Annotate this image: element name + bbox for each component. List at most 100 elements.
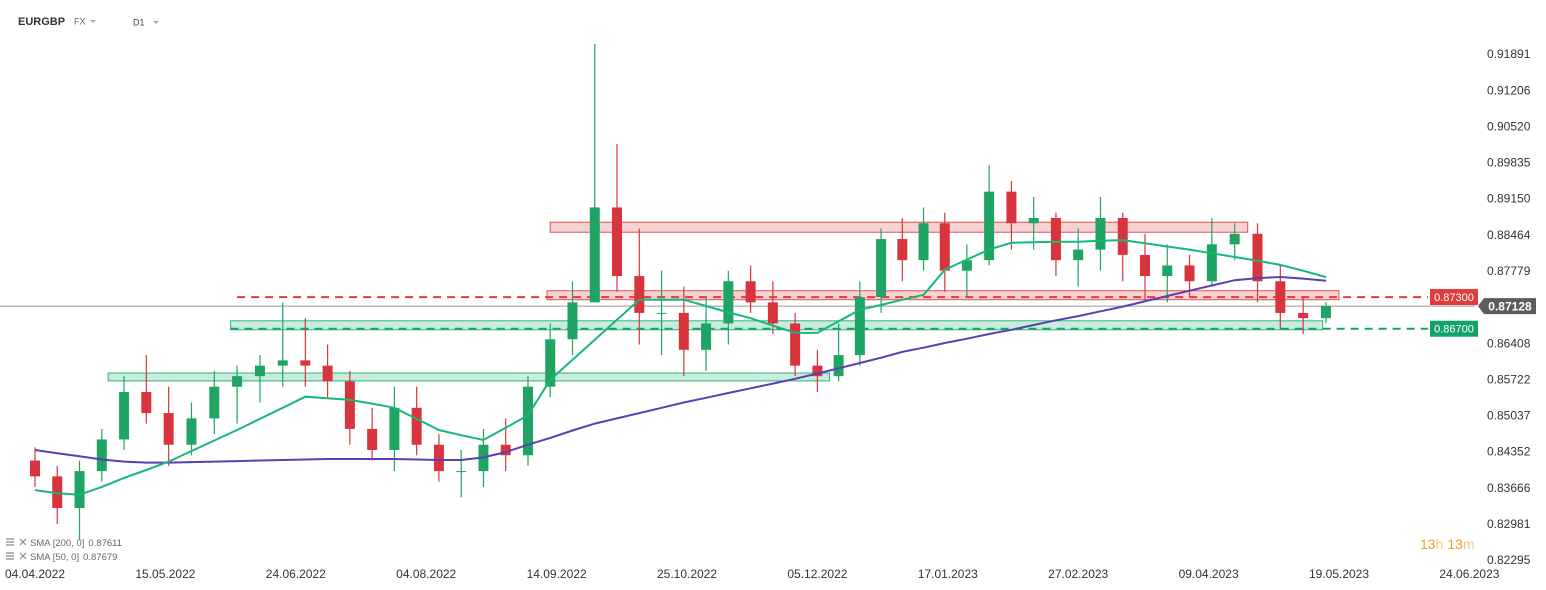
x-tick-label: 19.05.2023 bbox=[1309, 567, 1369, 581]
market[interactable]: FX bbox=[74, 16, 86, 26]
candle-body bbox=[1275, 281, 1286, 313]
legend-icon bbox=[6, 552, 27, 560]
candle-body bbox=[567, 302, 578, 340]
candle-body bbox=[74, 471, 85, 508]
candle-body bbox=[1117, 217, 1128, 255]
candle-body bbox=[1162, 265, 1173, 276]
y-tick-label: 0.87779 bbox=[1487, 264, 1531, 278]
level-label: 0.86700 bbox=[1434, 324, 1474, 336]
candle-body bbox=[322, 365, 333, 382]
x-tick-label: 17.01.2023 bbox=[918, 567, 978, 581]
candle-body bbox=[678, 312, 689, 350]
y-tick-label: 0.82295 bbox=[1487, 553, 1531, 567]
y-tick-label: 0.85722 bbox=[1487, 372, 1531, 386]
candle-body bbox=[1298, 312, 1309, 319]
legend-entry: SMA [50, 0] 0.87679 bbox=[30, 552, 117, 563]
candle-body bbox=[897, 239, 908, 261]
legend: SMA [200, 0] 0.87611 SMA [50, 0] 0.87679 bbox=[6, 538, 122, 563]
countdown-hours: 13 bbox=[1420, 536, 1436, 552]
candle-body bbox=[854, 297, 865, 356]
candle-body bbox=[367, 428, 378, 450]
candle-body bbox=[984, 191, 995, 261]
candle-body bbox=[918, 223, 929, 261]
candle-body bbox=[701, 323, 712, 350]
candle-body bbox=[1229, 233, 1240, 245]
candle-body bbox=[1252, 233, 1263, 282]
candle-body bbox=[277, 360, 288, 366]
dropdown-caret bbox=[153, 21, 159, 24]
candle-body bbox=[141, 391, 152, 414]
candle-body bbox=[344, 381, 355, 429]
legend-name: SMA [200, 0] bbox=[30, 538, 84, 549]
y-tick-label: 0.85037 bbox=[1487, 409, 1531, 423]
y-tick-label: 0.89150 bbox=[1487, 192, 1531, 206]
symbol[interactable]: EURGBP bbox=[18, 16, 65, 28]
y-tick-label: 0.86408 bbox=[1487, 336, 1531, 350]
candle-body bbox=[833, 355, 844, 377]
last-price-box bbox=[1478, 298, 1536, 315]
candle-body bbox=[232, 376, 243, 387]
x-tick-label: 15.05.2022 bbox=[135, 567, 195, 581]
countdown-minutes: 13 bbox=[1447, 536, 1463, 552]
candle-body bbox=[790, 323, 801, 366]
lines bbox=[0, 296, 1475, 330]
legend-value: 0.87679 bbox=[83, 552, 117, 563]
countdown: 13h 13m bbox=[1420, 536, 1475, 552]
y-tick-label: 0.89835 bbox=[1487, 156, 1531, 170]
zone bbox=[546, 290, 1340, 301]
candle-body bbox=[456, 471, 467, 473]
level-label-box bbox=[1430, 320, 1478, 337]
legend-name: SMA [50, 0] bbox=[30, 552, 79, 563]
legend-value: 0.87611 bbox=[88, 538, 122, 549]
candle-body bbox=[723, 281, 734, 324]
y-tick-label: 0.84352 bbox=[1487, 445, 1531, 459]
x-tick-label: 25.10.2022 bbox=[657, 567, 717, 581]
x-tick-label: 04.08.2022 bbox=[396, 567, 456, 581]
candle-body bbox=[209, 386, 220, 419]
candle-body bbox=[1028, 217, 1039, 224]
x-tick-label: 24.06.2023 bbox=[1439, 567, 1499, 581]
candle-body bbox=[119, 391, 130, 440]
candle-body bbox=[1095, 217, 1106, 250]
zone bbox=[549, 221, 1249, 233]
candle-body bbox=[939, 223, 950, 271]
candle-body bbox=[745, 281, 756, 303]
candles bbox=[30, 43, 1331, 540]
y-tick-label: 0.83666 bbox=[1487, 481, 1531, 495]
candle-body bbox=[163, 413, 174, 445]
x-tick-label: 27.02.2023 bbox=[1048, 567, 1108, 581]
candle-body bbox=[30, 460, 40, 477]
candle-body bbox=[186, 418, 197, 445]
x-tick-label: 24.06.2022 bbox=[266, 567, 326, 581]
candle-body bbox=[634, 275, 645, 313]
last-price-label: 0.87128 bbox=[1488, 299, 1532, 313]
candle-body bbox=[52, 476, 63, 508]
candle-body bbox=[1206, 244, 1217, 282]
countdown-unit: h bbox=[1436, 536, 1444, 552]
y-tick-label: 0.82981 bbox=[1487, 517, 1531, 531]
candle-body bbox=[300, 360, 311, 366]
legend-icon bbox=[6, 538, 27, 546]
countdown-unit: m bbox=[1463, 536, 1475, 552]
candle-body bbox=[96, 439, 107, 472]
x-tick-label: 04.04.2022 bbox=[5, 567, 65, 581]
candle-body bbox=[254, 365, 265, 377]
candle-body bbox=[767, 302, 778, 324]
candle-body bbox=[1050, 217, 1061, 261]
level-label: 0.87300 bbox=[1434, 292, 1474, 304]
y-tick-label: 0.90520 bbox=[1487, 119, 1531, 133]
candle-body bbox=[1006, 191, 1017, 224]
candle-body bbox=[389, 407, 400, 450]
timeframe[interactable]: D1 bbox=[133, 17, 145, 27]
candle-body bbox=[1320, 306, 1331, 319]
candle-body bbox=[1184, 265, 1195, 282]
candle-body bbox=[656, 312, 667, 314]
candle-body bbox=[545, 339, 556, 387]
y-tick-label: 0.91891 bbox=[1487, 47, 1531, 61]
x-tick-label: 05.12.2022 bbox=[787, 567, 847, 581]
zone bbox=[107, 372, 831, 382]
candle-body bbox=[411, 407, 422, 445]
candle-body bbox=[522, 386, 533, 456]
